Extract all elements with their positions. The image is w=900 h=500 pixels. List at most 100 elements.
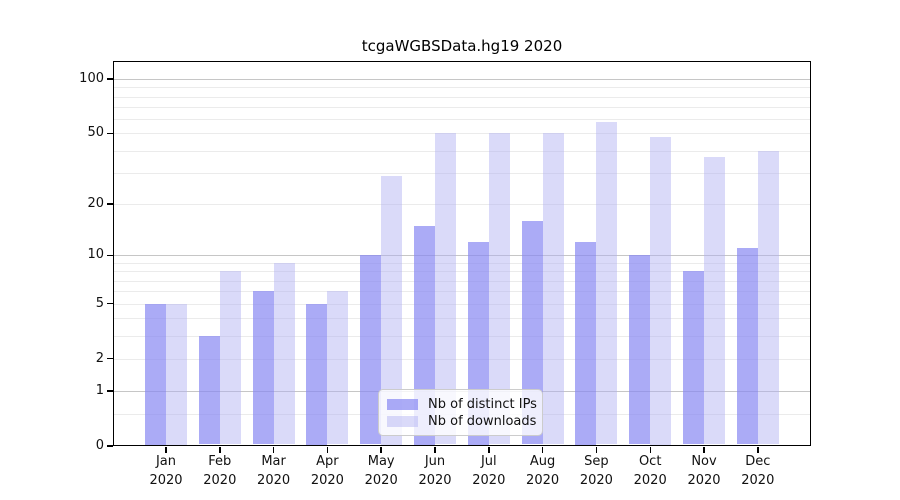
x-tick-year-nov: 2020 [687,473,721,488]
bar-distinct-ips-nov [683,271,704,445]
y-tick-label-50: 50 [87,125,104,141]
minor-gridline-3 [114,335,810,337]
major-gridline-10 [114,255,810,257]
bar-distinct-ips-dec [736,248,758,445]
x-tick-jun [434,447,436,453]
bar-downloads-nov [704,156,725,445]
x-tick-year-feb: 2020 [203,473,237,488]
x-tick-jan [165,447,167,453]
y-tick-1 [107,390,113,392]
x-tick-apr [326,447,329,453]
x-tick-dec [757,447,759,453]
bar-downloads-sep [596,121,618,445]
y-tick-5 [107,302,113,305]
minor-gridline-70 [114,107,810,108]
bar-downloads-mar [273,262,295,445]
y-tick-label-10: 10 [87,247,104,263]
bar-distinct-ips-mar [252,291,274,445]
minor-gridline-6 [114,291,810,293]
x-tick-oct [649,447,651,453]
y-tick-50 [107,132,113,135]
minor-gridline-50 [114,133,810,135]
x-tick-label-jul: Jul 2020 [459,452,519,490]
x-tick-year-dec: 2020 [741,473,775,488]
legend-label-distinct-ips: Nb of distinct IPs [428,396,537,412]
y-tick-2 [107,357,113,360]
bar-distinct-ips-sep [575,242,597,445]
x-tick-may [380,447,382,453]
y-tick-0 [107,445,113,447]
x-tick-year-jan: 2020 [149,473,183,488]
bar-distinct-ips-apr [306,303,328,445]
y-tick-20 [107,203,113,205]
x-tick-aug [541,447,544,453]
x-tick-label-jan: Jan 2020 [136,452,196,490]
x-tick-year-oct: 2020 [633,473,667,488]
y-tick-10 [107,254,113,257]
bar-downloads-may [381,175,403,445]
x-tick-year-mar: 2020 [257,473,291,488]
y-tick-label-20: 20 [87,195,104,211]
x-tick-label-sep: Sep 2020 [566,452,626,490]
bar-downloads-jan [166,303,187,445]
bar-downloads-dec [757,150,779,445]
x-tick-label-dec: Dec 2020 [728,452,788,490]
x-tick-label-aug: Aug 2020 [513,452,573,490]
x-tick-year-may: 2020 [364,473,398,488]
minor-gridline-20 [114,203,810,205]
y-tick-label-1: 1 [95,382,104,398]
minor-gridline-8 [114,271,810,273]
x-tick-year-jun: 2020 [418,473,452,488]
bar-downloads-aug [542,133,564,445]
major-gridline-100 [114,79,810,80]
y-tick-label-0: 0 [95,438,104,453]
x-tick-sep [595,447,598,453]
y-tick-label-100: 100 [79,71,104,86]
bar-distinct-ips-aug [521,220,543,445]
bar-distinct-ips-jan [145,303,166,445]
minor-gridline-9 [114,262,810,264]
bar-downloads-apr [327,291,349,445]
x-tick-nov [703,447,705,453]
x-tick-jul [488,447,490,453]
minor-gridline-60 [114,119,810,121]
legend: Nb of distinct IPs Nb of downloads [378,389,543,436]
bar-downloads-jun [435,133,456,445]
y-tick-label-5: 5 [95,295,104,311]
y-tick-label-2: 2 [95,350,104,366]
x-tick-year-jul: 2020 [472,473,506,488]
bar-downloads-oct [650,136,672,445]
minor-gridline-7 [114,280,810,282]
bar-distinct-ips-may [360,255,382,445]
minor-gridline-30 [114,172,810,174]
bar-distinct-ips-oct [629,255,651,445]
x-tick-year-apr: 2020 [310,473,344,488]
minor-gridline-5 [114,303,810,305]
minor-gridline-90 [114,87,810,89]
chart-title: tcgaWGBSData.hg19 2020 [361,37,563,55]
bar-distinct-ips-feb [198,335,220,445]
bar-downloads-feb [219,271,241,445]
x-tick-feb [219,447,221,453]
minor-gridline-4 [114,318,810,319]
x-tick-label-may: May 2020 [351,452,411,490]
x-tick-label-apr: Apr 2020 [297,452,357,490]
x-tick-year-sep: 2020 [579,473,613,488]
x-tick-year-aug: 2020 [526,473,560,488]
x-tick-label-nov: Nov 2020 [674,452,734,490]
x-tick-label-feb: Feb 2020 [190,452,250,490]
legend-item-downloads: Nb of downloads [387,413,537,429]
minor-gridline-2 [114,358,810,360]
x-tick-mar [272,447,275,453]
x-tick-label-mar: Mar 2020 [244,452,304,490]
legend-item-distinct-ips: Nb of distinct IPs [387,396,537,412]
x-tick-label-oct: Oct 2020 [620,452,680,490]
legend-label-downloads: Nb of downloads [428,413,537,429]
x-tick-label-jun: Jun 2020 [405,452,465,490]
minor-gridline-80 [114,96,810,98]
legend-swatch-distinct-ips [387,398,418,410]
bar-downloads-jul [488,133,510,445]
y-tick-100 [107,78,113,80]
legend-swatch-downloads [387,415,418,427]
